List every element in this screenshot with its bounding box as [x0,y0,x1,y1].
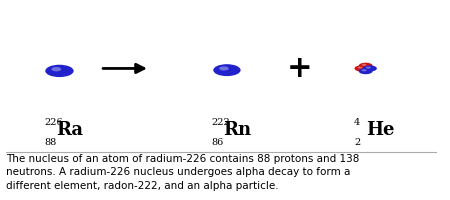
Circle shape [359,63,373,69]
Circle shape [219,66,229,71]
Text: Ra: Ra [56,121,83,139]
Text: He: He [366,121,394,139]
Circle shape [362,64,367,66]
Circle shape [357,67,362,69]
Text: The nucleus of an atom of radium-226 contains 88 protons and 138
neutrons. A rad: The nucleus of an atom of radium-226 con… [6,154,359,191]
Circle shape [355,65,369,72]
Circle shape [366,67,371,69]
Text: 4: 4 [354,118,360,127]
Text: +: + [287,54,313,83]
Text: 86: 86 [212,138,224,147]
Text: Rn: Rn [223,121,251,139]
Text: 222: 222 [212,118,230,127]
Text: 226: 226 [45,118,63,127]
Circle shape [51,67,61,71]
Circle shape [362,69,367,71]
Text: 2: 2 [354,138,360,147]
Circle shape [359,68,373,74]
Circle shape [363,65,377,72]
Circle shape [213,64,241,76]
Circle shape [45,65,74,77]
Text: 88: 88 [45,138,57,147]
